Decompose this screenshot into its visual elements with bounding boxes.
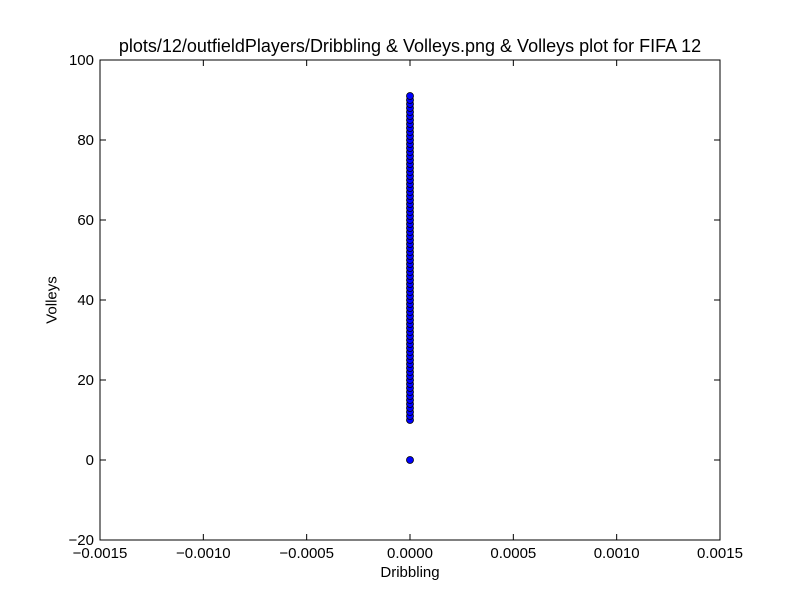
- scatter-points: [406, 92, 414, 464]
- y-axis-label: Volleys: [43, 276, 61, 324]
- x-tick-label: 0.0015: [697, 545, 743, 562]
- chart-title: plots/12/outfieldPlayers/Dribbling & Vol…: [118, 36, 702, 56]
- y-tick-label: −20: [69, 532, 94, 549]
- axis-ticks: −0.0015 −0.0010 −0.0005 0.0000 0.0005 0.0010 0…: [69, 52, 743, 562]
- x-axis-label: Dribbling: [380, 564, 440, 581]
- x-tick-label: −0.0005: [279, 545, 334, 562]
- x-tick-label: 0.0000: [387, 545, 433, 562]
- scatter-point: [406, 92, 414, 100]
- y-tick-label: 60: [77, 212, 94, 229]
- scatter-point: [406, 456, 414, 464]
- y-tick-label: 100: [69, 52, 94, 69]
- y-tick-label: 20: [77, 372, 94, 389]
- y-tick-label: 80: [77, 132, 94, 149]
- x-tick-label: 0.0005: [490, 545, 536, 562]
- y-tick-label: 40: [77, 292, 94, 309]
- plot-frame: [99, 59, 721, 541]
- x-tick-label: −0.0015: [73, 545, 128, 562]
- x-tick-label: 0.0010: [594, 545, 640, 562]
- x-tick-label: −0.0010: [176, 545, 231, 562]
- y-tick-label: 0: [86, 452, 94, 469]
